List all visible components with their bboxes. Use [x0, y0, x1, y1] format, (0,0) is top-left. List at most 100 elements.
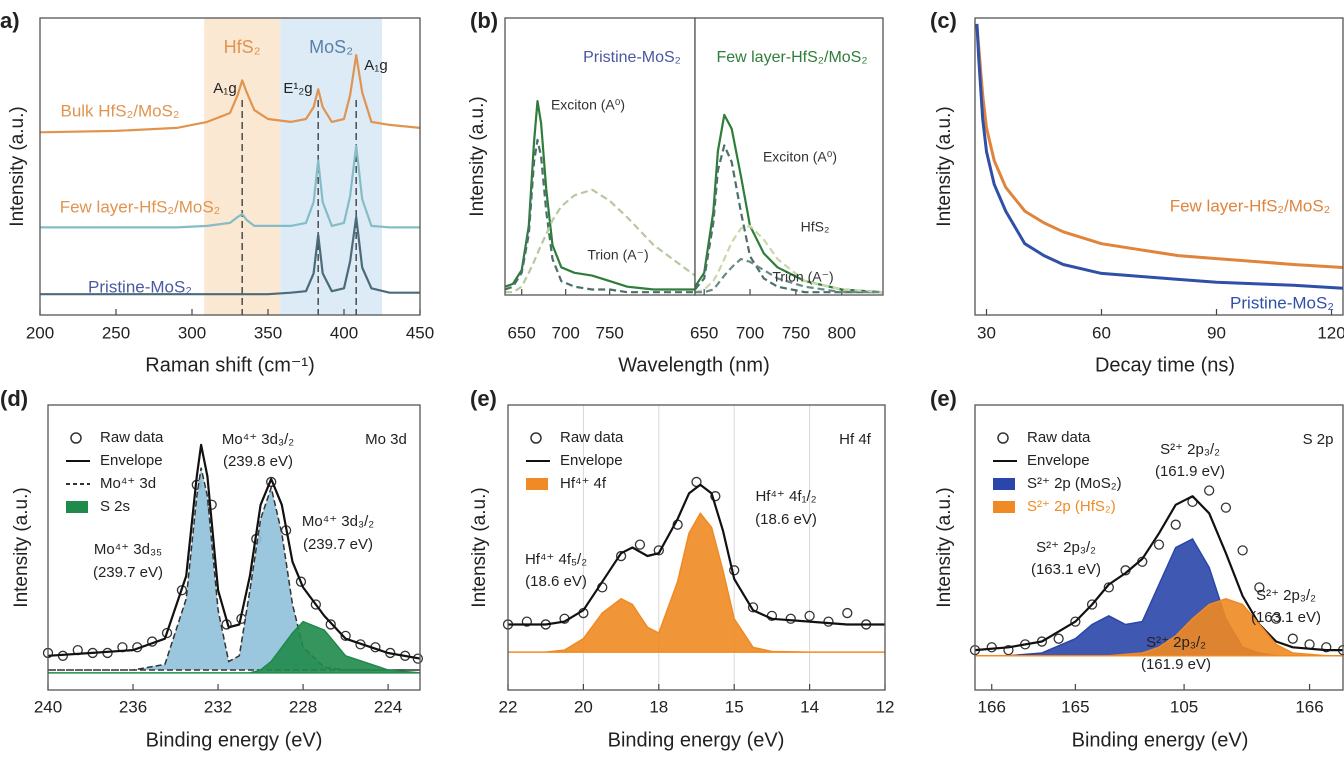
data-point	[1270, 613, 1282, 624]
series-line	[505, 188, 696, 294]
annotation: S²⁺ 2p₃/₂	[1160, 441, 1220, 458]
series-line	[974, 495, 1343, 652]
data-point	[1003, 644, 1014, 656]
data-point	[823, 616, 834, 627]
series-line	[694, 144, 883, 294]
x-tick-label: 300	[178, 323, 206, 342]
panel-subtitle: Few layer-HfS₂/MoS₂	[716, 49, 867, 66]
series-label: Trion (A⁻)	[587, 247, 648, 263]
legend-label: S²⁺ 2p (MoS₂)	[1027, 475, 1122, 492]
legend-symbol	[526, 478, 548, 490]
series-line	[695, 257, 883, 294]
series-area	[975, 598, 1343, 657]
data-point	[615, 550, 627, 562]
panel-label: a)	[0, 8, 20, 33]
data-point	[521, 616, 532, 627]
plot-frame	[39, 17, 421, 316]
x-tick-label: 30	[977, 323, 996, 342]
legend-label: Envelope	[560, 452, 623, 469]
y-axis-label: Intensity (a.u.)	[467, 96, 488, 216]
series-line	[40, 144, 420, 229]
plot-frame	[694, 17, 884, 296]
series-label: Few layer-HfS₂/MoS₂	[1170, 196, 1331, 215]
annotation: Hf⁴⁺ 4f₁/₂	[755, 488, 816, 505]
x-tick-label: 120	[1317, 323, 1344, 342]
annotation: (18.6 eV)	[525, 573, 587, 590]
annotation: Hf 4f	[839, 431, 872, 448]
annotation: (161.9 eV)	[1141, 656, 1211, 673]
series-label: Pristine-MoS₂	[88, 277, 192, 296]
x-tick-label: 166	[1295, 697, 1323, 716]
series-line	[508, 483, 885, 626]
legend-symbol	[997, 432, 1009, 444]
series-line	[40, 215, 420, 296]
data-point	[1070, 616, 1081, 627]
legend-symbol	[530, 432, 542, 444]
x-tick-label: 224	[374, 697, 402, 716]
data-point	[653, 545, 664, 556]
x-tick-label: 400	[330, 323, 358, 342]
plot-frame	[974, 404, 1344, 691]
data-point	[747, 602, 759, 613]
plot-frame	[47, 404, 421, 691]
panel-label: (b)	[470, 8, 498, 33]
x-tick-label: 250	[102, 323, 130, 342]
legend-symbol	[70, 432, 82, 444]
x-tick-label: 650	[690, 323, 718, 342]
x-axis-label: Raman shift (cm⁻¹)	[145, 354, 314, 376]
data-point	[1103, 582, 1114, 593]
data-point	[310, 599, 321, 610]
legend-symbol	[993, 478, 1015, 490]
panel-subtitle: Pristine-MoS₂	[583, 49, 681, 66]
legend-symbol	[993, 501, 1015, 513]
data-point	[634, 539, 646, 550]
annotation: E¹₂g	[283, 80, 312, 97]
annotation: (163.1 eV)	[1251, 609, 1321, 626]
annotation: Mo 3d	[365, 431, 407, 448]
annotation: S 2p	[1303, 431, 1334, 448]
data-point	[412, 653, 424, 664]
plot-background	[975, 18, 1343, 315]
x-axis-label: Wavelength (nm)	[618, 354, 770, 376]
panel-label: (d)	[0, 386, 28, 411]
data-point	[1287, 633, 1298, 644]
series-label: Few layer-HfS₂/MoS₂	[60, 197, 221, 216]
data-point	[1237, 545, 1248, 556]
x-tick-label: 14	[800, 697, 819, 716]
data-point	[804, 610, 815, 622]
annotation: S²⁺ 2p₃/₂	[1146, 634, 1206, 651]
x-tick-label: 350	[254, 323, 282, 342]
legend-label: Raw data	[560, 429, 624, 446]
data-point	[295, 576, 307, 587]
x-tick-label: 700	[552, 323, 580, 342]
data-point	[161, 627, 173, 639]
x-tick-label: 105	[1170, 697, 1198, 716]
annotation: A₁g	[364, 57, 387, 74]
legend-symbol	[66, 501, 88, 513]
y-axis-label: Intensity (a.u.)	[934, 106, 955, 226]
x-tick-label: 18	[649, 697, 668, 716]
plot-background	[695, 18, 883, 295]
legend-label: Raw data	[1027, 429, 1091, 446]
data-point	[1170, 519, 1181, 530]
x-tick-label: 700	[736, 323, 764, 342]
panel-label: (e)	[470, 386, 497, 411]
data-point	[842, 607, 853, 619]
legend-label: Envelope	[1027, 452, 1090, 469]
legend-label: Hf⁴⁺ 4f	[560, 475, 607, 492]
region-label: HfS₂	[224, 37, 261, 57]
data-point	[1086, 599, 1098, 610]
series-label: Trion (A⁻)	[772, 269, 833, 285]
annotation: (18.6 eV)	[755, 511, 817, 528]
series-label: Exciton (A⁰)	[551, 97, 625, 113]
series-label: Exciton (A⁰)	[763, 149, 837, 165]
annotation: (239.7 eV)	[303, 536, 373, 553]
x-axis-label: Binding energy (eV)	[1072, 729, 1249, 751]
x-axis-label: Binding energy (eV)	[146, 729, 323, 751]
annotation: S²⁺ 2p₃/₂	[1256, 587, 1316, 604]
x-tick-label: 240	[34, 697, 62, 716]
series-line	[694, 224, 884, 294]
y-axis-label: Intensity (a.u.)	[469, 487, 490, 607]
series-label: Pristine-MoS₂	[1230, 293, 1334, 312]
